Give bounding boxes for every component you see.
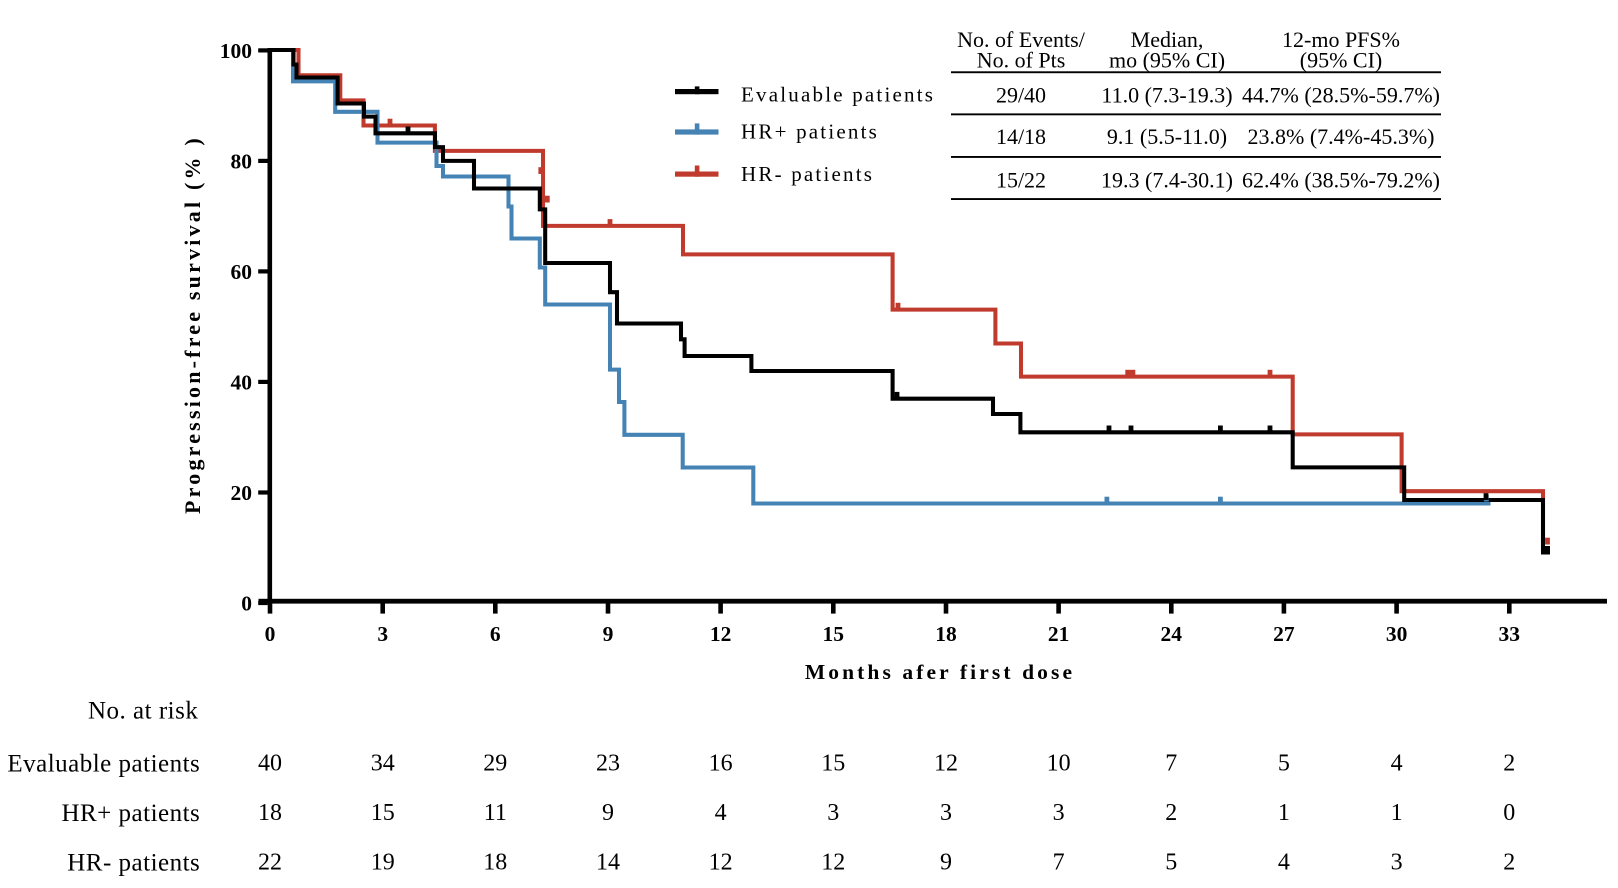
svg-text:0: 0: [265, 622, 276, 646]
svg-text:Evaluable patients: Evaluable patients: [7, 750, 200, 777]
svg-text:27: 27: [1273, 622, 1295, 646]
svg-text:4: 4: [1278, 850, 1290, 876]
svg-text:9: 9: [602, 800, 614, 826]
svg-text:4: 4: [1391, 751, 1403, 777]
svg-text:12: 12: [709, 850, 733, 876]
svg-text:19: 19: [371, 850, 395, 876]
svg-text:14/18: 14/18: [996, 124, 1046, 149]
svg-text:29/40: 29/40: [996, 83, 1046, 108]
svg-text:80: 80: [231, 150, 253, 174]
svg-text:mo (95% CI): mo (95% CI): [1109, 47, 1225, 72]
svg-text:23: 23: [596, 751, 620, 777]
svg-text:HR+ patients: HR+ patients: [61, 800, 200, 827]
svg-text:No. at risk: No. at risk: [88, 698, 198, 725]
svg-text:6: 6: [490, 622, 501, 646]
svg-text:3: 3: [1391, 850, 1403, 876]
svg-text:7: 7: [1165, 751, 1177, 777]
svg-text:22: 22: [258, 850, 282, 876]
svg-text:2: 2: [1165, 800, 1177, 826]
svg-text:HR- patients: HR- patients: [741, 162, 874, 186]
svg-text:2: 2: [1503, 850, 1515, 876]
svg-text:18: 18: [935, 622, 957, 646]
svg-text:HR- patients: HR- patients: [67, 849, 200, 876]
svg-text:(95% CI): (95% CI): [1300, 47, 1382, 72]
svg-text:9.1 (5.5-11.0): 9.1 (5.5-11.0): [1107, 124, 1227, 149]
svg-text:0: 0: [1503, 800, 1515, 826]
svg-text:40: 40: [258, 751, 282, 777]
svg-text:0: 0: [241, 592, 252, 616]
svg-text:No. of Events/: No. of Events/: [957, 27, 1086, 52]
svg-text:40: 40: [231, 371, 253, 395]
svg-text:9: 9: [603, 622, 614, 646]
svg-text:3: 3: [1053, 800, 1065, 826]
svg-text:100: 100: [220, 39, 252, 63]
svg-text:44.7% (28.5%-59.7%): 44.7% (28.5%-59.7%): [1242, 83, 1440, 108]
svg-text:Evaluable patients: Evaluable patients: [741, 83, 935, 107]
svg-text:12: 12: [821, 850, 845, 876]
svg-text:3: 3: [377, 622, 388, 646]
svg-text:33: 33: [1499, 622, 1521, 646]
svg-text:11.0 (7.3-19.3): 11.0 (7.3-19.3): [1101, 83, 1232, 108]
svg-text:62.4% (38.5%-79.2%): 62.4% (38.5%-79.2%): [1242, 167, 1440, 192]
svg-text:2: 2: [1503, 751, 1515, 777]
svg-text:No. of Pts: No. of Pts: [977, 47, 1066, 72]
svg-text:23.8% (7.4%-45.3%): 23.8% (7.4%-45.3%): [1248, 124, 1435, 149]
svg-text:7: 7: [1053, 850, 1065, 876]
svg-text:1: 1: [1391, 800, 1403, 826]
svg-text:4: 4: [715, 800, 727, 826]
svg-text:11: 11: [484, 800, 507, 826]
svg-text:12: 12: [934, 751, 958, 777]
svg-text:34: 34: [371, 751, 395, 777]
svg-text:19.3 (7.4-30.1): 19.3 (7.4-30.1): [1101, 167, 1233, 192]
svg-text:12-mo PFS%: 12-mo PFS%: [1282, 27, 1400, 52]
svg-text:12: 12: [710, 622, 732, 646]
svg-text:1: 1: [1278, 800, 1290, 826]
svg-text:3: 3: [827, 800, 839, 826]
svg-text:21: 21: [1048, 622, 1070, 646]
svg-text:30: 30: [1386, 622, 1408, 646]
svg-text:16: 16: [709, 751, 733, 777]
svg-text:3: 3: [940, 800, 952, 826]
svg-text:15: 15: [371, 800, 395, 826]
svg-text:29: 29: [483, 751, 507, 777]
svg-text:Progression-free survival (% ): Progression-free survival (% ): [180, 135, 205, 514]
svg-text:18: 18: [483, 850, 507, 876]
svg-text:15: 15: [823, 622, 845, 646]
svg-text:15: 15: [821, 751, 845, 777]
svg-text:9: 9: [940, 850, 952, 876]
svg-text:18: 18: [258, 800, 282, 826]
svg-text:5: 5: [1278, 751, 1290, 777]
svg-text:14: 14: [596, 850, 620, 876]
svg-text:Median,: Median,: [1131, 27, 1204, 52]
svg-text:HR+ patients: HR+ patients: [741, 120, 879, 144]
svg-text:10: 10: [1047, 751, 1071, 777]
svg-text:20: 20: [231, 481, 253, 505]
svg-text:24: 24: [1161, 622, 1183, 646]
svg-text:15/22: 15/22: [996, 167, 1046, 192]
svg-text:5: 5: [1165, 850, 1177, 876]
svg-text:Months afer first dose: Months afer first dose: [805, 660, 1075, 684]
svg-text:60: 60: [231, 260, 253, 284]
